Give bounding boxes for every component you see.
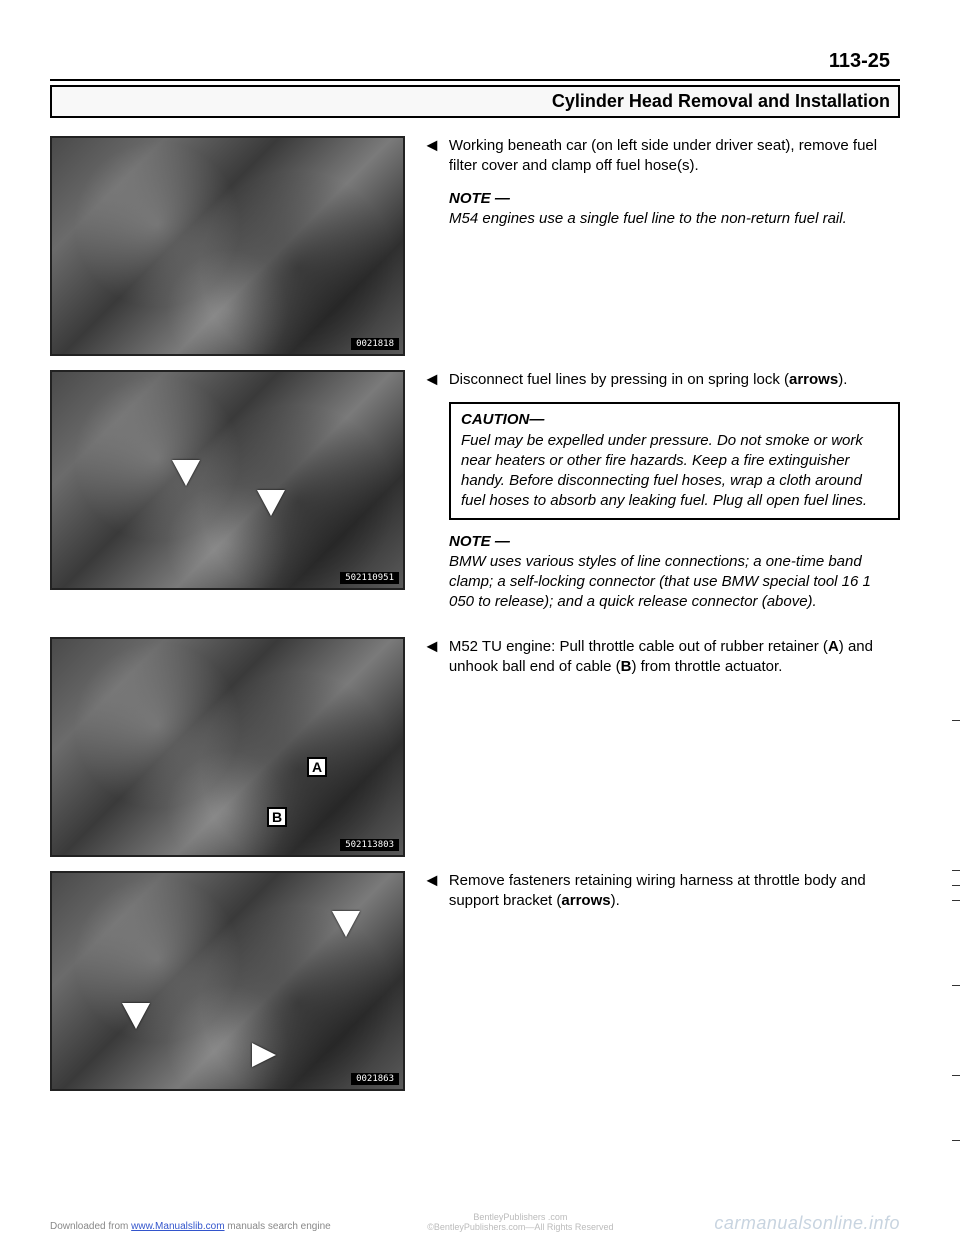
figure-3: A B 502113803: [50, 637, 405, 857]
step-1: ◄ Working beneath car (on left side unde…: [423, 136, 900, 177]
page-number: 113-25: [50, 50, 900, 73]
arrow-icon: [257, 490, 285, 516]
figure-4: 0021863: [50, 871, 405, 1091]
text-block-3: ◄ M52 TU engine: Pull throttle cable out…: [423, 637, 900, 690]
footer-left-pre: Downloaded from: [50, 1221, 131, 1232]
figure-1: 0021818: [50, 136, 405, 356]
caution-body: Fuel may be expelled under pressure. Do …: [461, 432, 867, 510]
label-b: B: [267, 807, 287, 827]
step-2: ◄ Disconnect fuel lines by pressing in o…: [423, 370, 900, 390]
text-pre: Remove fasteners retaining wiring harnes…: [449, 872, 866, 909]
arrow-icon: [252, 1043, 276, 1067]
figure-tag: 502110951: [340, 572, 399, 584]
footer-center-top: BentleyPublishers .com: [427, 1212, 613, 1222]
text-post: ) from throttle actuator.: [631, 658, 782, 675]
edge-marks: [952, 0, 960, 1242]
arrow-icon: [332, 911, 360, 937]
row-1: 0021818 ◄ Working beneath car (on left s…: [50, 136, 900, 356]
footer-center: BentleyPublishers .com ©BentleyPublisher…: [427, 1212, 613, 1232]
text-block-4: ◄ Remove fasteners retaining wiring harn…: [423, 871, 900, 924]
note-head: NOTE —: [449, 190, 510, 207]
note-head: NOTE —: [449, 533, 510, 550]
figure-2: 502110951: [50, 370, 405, 590]
text-pre: Disconnect fuel lines by pressing in on …: [449, 371, 789, 388]
bold-a: A: [828, 638, 839, 655]
label-a: A: [307, 757, 327, 777]
figure-tag: 502113803: [340, 839, 399, 851]
footer-left: Downloaded from www.Manualslib.com manua…: [50, 1221, 331, 1232]
footer-left-post: manuals search engine: [225, 1221, 331, 1232]
bold-word: arrows: [561, 892, 610, 909]
text-post: ).: [838, 371, 847, 388]
bold-word: arrows: [789, 371, 838, 388]
note-1: NOTE — M54 engines use a single fuel lin…: [449, 189, 900, 230]
step-3: ◄ M52 TU engine: Pull throttle cable out…: [423, 637, 900, 678]
row-2: 502110951 ◄ Disconnect fuel lines by pre…: [50, 370, 900, 623]
step-arrow-icon: ◄: [423, 871, 441, 912]
caution-head: CAUTION—: [461, 411, 544, 428]
header-rule: [50, 79, 900, 81]
arrow-icon: [172, 460, 200, 486]
step-arrow-icon: ◄: [423, 637, 441, 678]
figure-tag: 0021818: [351, 338, 399, 350]
step-4: ◄ Remove fasteners retaining wiring harn…: [423, 871, 900, 912]
section-title: Cylinder Head Removal and Installation: [50, 85, 900, 118]
note-2: NOTE — BMW uses various styles of line c…: [449, 532, 900, 613]
bold-b: B: [621, 658, 632, 675]
step-arrow-icon: ◄: [423, 370, 441, 390]
note-body: BMW uses various styles of line connecti…: [449, 553, 871, 611]
step-text: Working beneath car (on left side under …: [449, 136, 900, 177]
step-arrow-icon: ◄: [423, 136, 441, 177]
row-4: 0021863 ◄ Remove fasteners retaining wir…: [50, 871, 900, 1091]
note-body: M54 engines use a single fuel line to th…: [449, 210, 847, 227]
footer-link[interactable]: www.Manualslib.com: [131, 1221, 224, 1232]
text-post: ).: [611, 892, 620, 909]
figure-tag: 0021863: [351, 1073, 399, 1085]
content-area: 0021818 ◄ Working beneath car (on left s…: [50, 136, 900, 1091]
watermark: carmanualsonline.info: [714, 1213, 900, 1234]
step-text: Remove fasteners retaining wiring harnes…: [449, 871, 900, 912]
text-block-1: ◄ Working beneath car (on left side unde…: [423, 136, 900, 239]
text-block-2: ◄ Disconnect fuel lines by pressing in o…: [423, 370, 900, 623]
caution-box: CAUTION— Fuel may be expelled under pres…: [449, 402, 900, 519]
arrow-icon: [122, 1003, 150, 1029]
step-text: Disconnect fuel lines by pressing in on …: [449, 370, 900, 390]
text-pre: M52 TU engine: Pull throttle cable out o…: [449, 638, 828, 655]
row-3: A B 502113803 ◄ M52 TU engine: Pull thro…: [50, 637, 900, 857]
step-text: M52 TU engine: Pull throttle cable out o…: [449, 637, 900, 678]
footer-center-bottom: ©BentleyPublishers.com—All Rights Reserv…: [427, 1222, 613, 1232]
